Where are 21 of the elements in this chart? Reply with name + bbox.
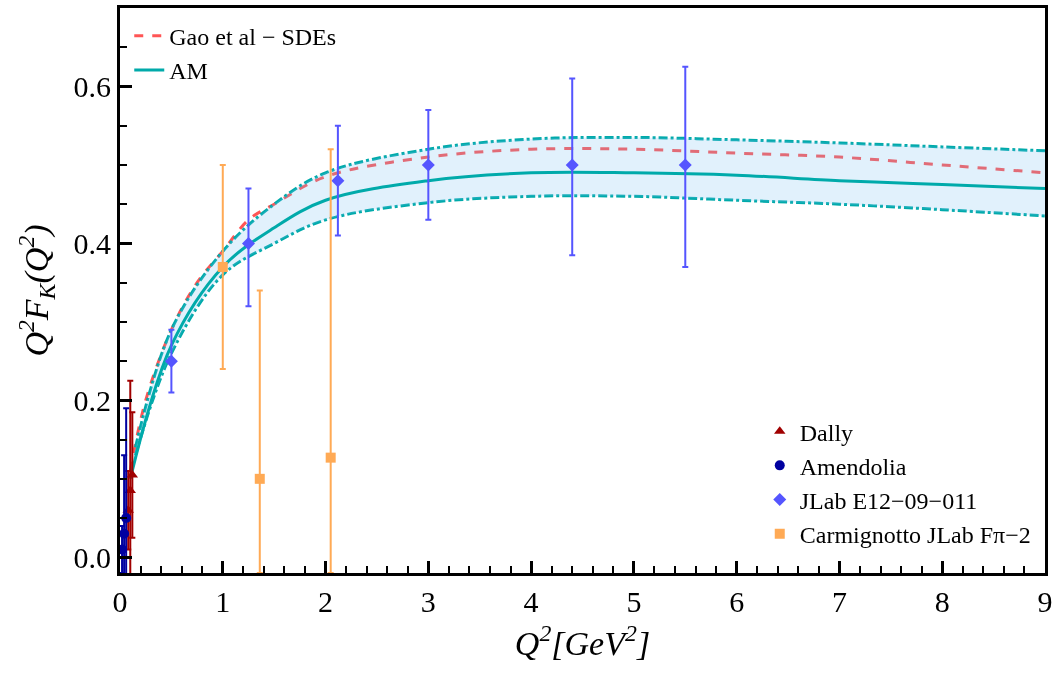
x-tick-label: 9 [1037,585,1053,618]
legend-label: Dally [799,419,854,446]
y-tick-label: 0.0 [73,540,111,574]
x-tick-label: 5 [626,585,642,618]
legend-label: Gao et al − SDEs [169,24,337,51]
x-tick-label: 8 [934,585,950,618]
x-tick-label: 3 [420,585,436,618]
x-tick-label: 4 [523,585,539,618]
x-tick-label: 2 [318,585,334,618]
legend-label: Amendolia [799,453,907,480]
y-tick-label: 0.6 [73,69,111,103]
x-tick-label: 7 [831,585,847,618]
x-tick-label: 0 [112,585,128,618]
x-tick-label: 6 [729,585,745,618]
legend-label: JLab E12−09−011 [799,487,978,514]
legend-label: Carmignotto JLab Fπ−2 [799,522,1031,549]
x-tick-label: 1 [215,585,231,618]
y-tick-label: 0.4 [73,226,111,260]
legend-label: AM [169,58,208,85]
y-tick-label: 0.2 [73,383,111,417]
x-axis-title: Q$^{2}$[GeV$^{2}$] [514,620,651,663]
